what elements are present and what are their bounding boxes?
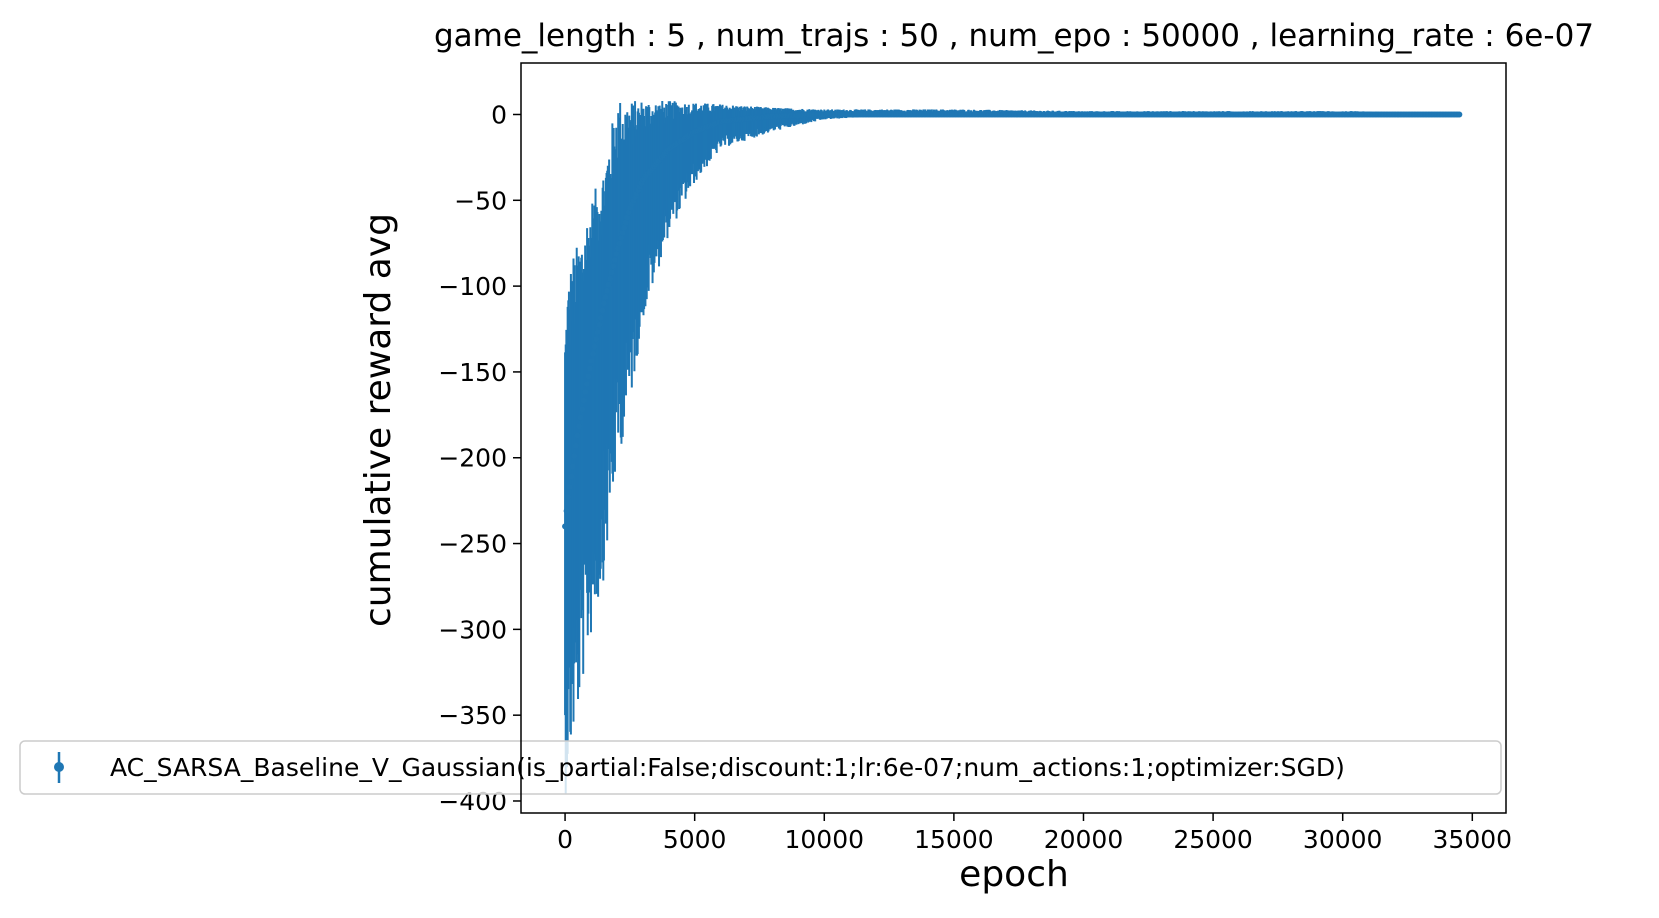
- data-point: [571, 453, 578, 460]
- axes-frame: [520, 62, 1507, 814]
- data-point: [596, 321, 603, 328]
- x-axis: 0 5000 10000 15000 20000 25000 30000 35000: [557, 813, 1512, 854]
- data-point: [602, 294, 609, 301]
- legend-marker-point: [54, 762, 64, 772]
- legend-frame: [19, 740, 1502, 795]
- data-point: [618, 235, 625, 242]
- data-point: [608, 269, 615, 276]
- data-point: [565, 494, 572, 501]
- y-tick-label: −250: [438, 530, 507, 559]
- x-axis-label: epoch: [959, 854, 1069, 895]
- legend-label: AC_SARSA_Baseline_V_Gaussian(is_partial:…: [110, 753, 1345, 782]
- y-tick-label: −350: [438, 701, 507, 730]
- data-point: [614, 245, 621, 252]
- data-point: [607, 275, 614, 282]
- legend: AC_SARSA_Baseline_V_Gaussian(is_partial:…: [19, 740, 1502, 795]
- y-axis-label: cumulative reward avg: [358, 213, 399, 627]
- data-point: [605, 281, 612, 288]
- data-point: [610, 263, 617, 270]
- y-tick-label: −300: [438, 615, 507, 644]
- data-point: [621, 224, 628, 231]
- y-tick-label: 0: [491, 100, 507, 129]
- data-point: [586, 365, 593, 372]
- data-point: [591, 343, 598, 350]
- y-tick-label: −200: [438, 444, 507, 473]
- x-tick-label: 10000: [785, 825, 865, 854]
- data-point: [569, 463, 576, 470]
- data-point: [572, 442, 579, 449]
- data-point: [582, 388, 589, 395]
- plot-area: [562, 101, 1463, 795]
- data-point: [590, 350, 597, 357]
- data-point: [625, 209, 632, 216]
- data-point: [600, 300, 607, 307]
- x-tick-label: 0: [557, 825, 573, 854]
- x-tick-label: 25000: [1173, 825, 1253, 854]
- data-point: [594, 329, 601, 336]
- y-tick-label: −100: [438, 272, 507, 301]
- data-point: [597, 314, 604, 321]
- data-point: [580, 397, 587, 404]
- data-point: [616, 240, 623, 247]
- data-point: [577, 414, 584, 421]
- data-point: [562, 523, 569, 530]
- data-point: [619, 229, 626, 236]
- data-point: [566, 483, 573, 490]
- data-point: [568, 473, 575, 480]
- chart-title: game_length : 5 , num_trajs : 50 , num_e…: [434, 18, 1594, 54]
- data-point: [574, 432, 581, 439]
- data-point: [604, 287, 611, 294]
- x-tick-label: 20000: [1044, 825, 1124, 854]
- data-point: [563, 507, 570, 514]
- data-point: [579, 406, 586, 413]
- data-point: [585, 373, 592, 380]
- x-tick-label: 35000: [1433, 825, 1513, 854]
- y-axis: 0−50−100−150−200−250−300−350−400: [438, 100, 521, 816]
- data-point: [583, 380, 590, 387]
- data-point: [1456, 111, 1463, 118]
- data-point: [593, 336, 600, 343]
- y-tick-label: −50: [454, 186, 507, 215]
- x-tick-label: 30000: [1303, 825, 1383, 854]
- y-tick-label: −150: [438, 358, 507, 387]
- data-point: [588, 357, 595, 364]
- data-point: [576, 423, 583, 430]
- data-point: [622, 219, 629, 226]
- x-tick-label: 15000: [914, 825, 994, 854]
- data-point: [611, 257, 618, 264]
- data-point: [613, 250, 620, 257]
- x-tick-label: 5000: [663, 825, 727, 854]
- data-point: [624, 214, 631, 221]
- data-point: [599, 307, 606, 314]
